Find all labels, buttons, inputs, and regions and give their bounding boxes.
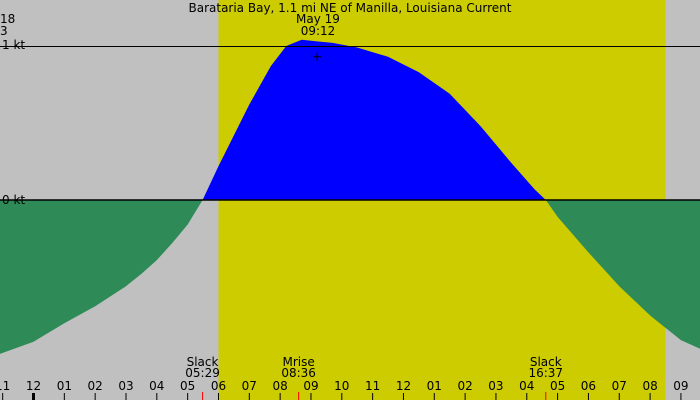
event-time: 08:36 <box>281 366 316 380</box>
chart-title: Barataria Bay, 1.1 mi NE of Manilla, Lou… <box>188 1 511 15</box>
x-tick-label: 09 <box>673 379 688 393</box>
y-label-0-kt: 0 kt <box>2 193 25 207</box>
x-axis-ticks: 11 12 01 02 03 04 05 06 07 08 09 10 11 12 01 02 03 04 05 06… <box>0 379 689 400</box>
event-time: 05:29 <box>185 366 220 380</box>
x-tick-label: 05 <box>550 379 565 393</box>
x-tick-label: 06 <box>581 379 596 393</box>
x-tick-label: 02 <box>88 379 103 393</box>
x-tick-label: 11 <box>365 379 380 393</box>
ebb-current-area <box>0 200 203 354</box>
x-tick-label: 04 <box>149 379 164 393</box>
chart-time: 09:12 <box>301 24 336 38</box>
x-tick-label: 12 <box>396 379 411 393</box>
x-tick-label: 03 <box>488 379 503 393</box>
y-label-1-kt: 1 kt <box>2 38 25 52</box>
ebb-current-area <box>545 200 700 349</box>
x-tick-label: 05 <box>180 379 195 393</box>
chart-date: May 19 <box>296 12 340 26</box>
x-tick-label: 07 <box>242 379 257 393</box>
x-tick-label: 12 <box>26 379 41 393</box>
flood-current-area <box>202 39 546 200</box>
top-left-label-1: 18 <box>0 12 15 26</box>
x-tick-label: 10 <box>334 379 349 393</box>
current-time-marker <box>313 52 322 61</box>
event-time: 16:37 <box>528 366 563 380</box>
x-tick-label: 03 <box>118 379 133 393</box>
top-left-label-2: 3 <box>0 24 8 38</box>
event-label: Slack <box>530 355 562 369</box>
x-tick-label: 02 <box>457 379 472 393</box>
x-tick-label: 06 <box>211 379 226 393</box>
x-tick-label: 08 <box>272 379 287 393</box>
x-tick-label: 11 <box>0 379 10 393</box>
current-areas <box>0 39 700 354</box>
x-tick-label: 04 <box>519 379 534 393</box>
x-tick-label: 09 <box>303 379 318 393</box>
x-tick-label: 01 <box>57 379 72 393</box>
x-tick-label: 08 <box>642 379 657 393</box>
event-label: Mrise <box>283 355 315 369</box>
x-tick-label: 01 <box>427 379 442 393</box>
x-tick-label: 07 <box>612 379 627 393</box>
event-label: Slack <box>187 355 219 369</box>
